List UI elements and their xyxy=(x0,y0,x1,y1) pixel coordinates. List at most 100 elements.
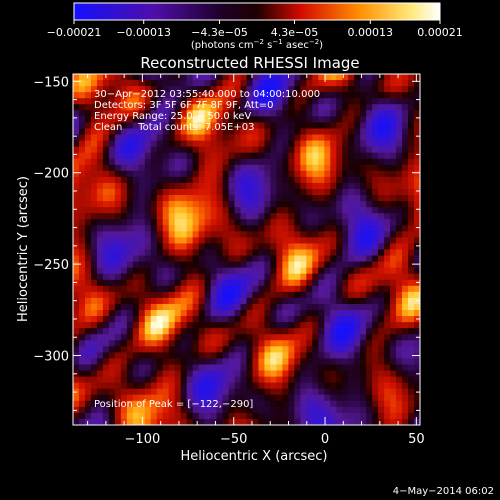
heatmap-cell xyxy=(84,146,92,154)
heatmap-cell xyxy=(114,176,122,184)
heatmap-cell xyxy=(258,412,266,420)
heatmap-cell xyxy=(264,412,272,420)
heatmap-cell xyxy=(264,285,272,293)
heatmap-cell xyxy=(288,158,295,166)
heatmap-cell xyxy=(210,104,218,111)
heatmap-cell xyxy=(282,98,289,105)
heatmap-cell xyxy=(228,116,236,124)
heatmap-cell xyxy=(144,225,152,232)
heatmap-cell xyxy=(258,279,266,287)
heatmap-cell xyxy=(312,376,319,384)
heatmap-cell xyxy=(144,243,152,251)
heatmap-cell xyxy=(294,110,301,117)
heatmap-cell xyxy=(240,152,248,160)
heatmap-cell xyxy=(210,98,218,105)
heatmap-cell xyxy=(396,243,403,251)
heatmap-cell xyxy=(384,225,391,232)
x-tick-label: 0 xyxy=(321,432,329,447)
heatmap-cell xyxy=(132,352,140,360)
heatmap-cell xyxy=(306,303,313,311)
heatmap-cell xyxy=(342,340,349,347)
heatmap-cell xyxy=(348,358,355,366)
heatmap-cell xyxy=(102,285,110,293)
heatmap-cell xyxy=(186,170,194,178)
heatmap-cell xyxy=(378,152,385,160)
heatmap-cell xyxy=(180,334,188,341)
heatmap-cell xyxy=(360,394,367,402)
heatmap-cell xyxy=(174,297,182,305)
heatmap-cell xyxy=(162,219,170,226)
heatmap-cell xyxy=(372,134,379,142)
heatmap-cell xyxy=(138,80,146,87)
heatmap-cell xyxy=(210,128,218,136)
heatmap-cell xyxy=(114,237,122,245)
heatmap-cell xyxy=(132,195,140,202)
heatmap-cell xyxy=(198,201,206,208)
heatmap-cell xyxy=(396,316,403,323)
heatmap-cell xyxy=(246,334,254,341)
heatmap-cell xyxy=(234,322,242,329)
annotation-energy: Energy Range: 25.0 − 50.0 keV xyxy=(94,111,251,122)
heatmap-cell xyxy=(192,164,200,172)
heatmap-cell xyxy=(366,116,373,124)
heatmap-cell xyxy=(378,116,385,124)
heatmap-cell xyxy=(390,146,397,154)
heatmap-cell xyxy=(174,310,182,317)
heatmap-cell xyxy=(288,285,295,293)
heatmap-cell xyxy=(342,176,349,184)
heatmap-cell xyxy=(138,261,146,269)
heatmap-cell xyxy=(174,243,182,251)
heatmap-cell xyxy=(96,219,104,226)
heatmap-cell xyxy=(108,376,116,384)
heatmap-cell xyxy=(270,376,278,384)
heatmap-cell xyxy=(330,400,337,408)
heatmap-cell xyxy=(342,134,349,142)
heatmap-cell xyxy=(252,170,260,178)
heatmap-cell xyxy=(240,255,248,263)
heatmap-cell xyxy=(300,267,307,275)
heatmap-cell xyxy=(108,303,116,311)
heatmap-cell xyxy=(222,104,230,111)
heatmap-cell xyxy=(138,134,146,142)
heatmap-cell xyxy=(234,74,242,81)
heatmap-cell xyxy=(378,207,385,214)
heatmap-cell xyxy=(276,249,283,257)
heatmap-cell xyxy=(168,243,176,251)
heatmap-cell xyxy=(306,116,313,124)
heatmap-cell xyxy=(408,219,415,226)
heatmap-cell xyxy=(408,152,415,160)
heatmap-cell xyxy=(414,297,420,305)
heatmap-cell xyxy=(120,170,128,178)
heatmap-cell xyxy=(276,195,283,202)
heatmap-cell xyxy=(354,237,361,245)
heatmap-cell xyxy=(162,243,170,251)
heatmap-cell xyxy=(150,400,158,408)
heatmap-cell xyxy=(114,213,122,220)
heatmap-cell xyxy=(366,225,373,232)
heatmap-cell xyxy=(192,170,200,178)
heatmap-cell xyxy=(132,412,140,420)
heatmap-cell xyxy=(90,182,98,190)
heatmap-cell xyxy=(258,92,266,99)
heatmap-cell xyxy=(216,340,224,347)
heatmap-cell xyxy=(156,207,164,214)
heatmap-cell xyxy=(384,267,391,275)
heatmap-cell xyxy=(162,110,170,117)
heatmap-cell xyxy=(372,128,379,136)
heatmap-cell xyxy=(234,412,242,420)
heatmap-cell xyxy=(360,322,367,329)
heatmap-cell xyxy=(360,310,367,317)
heatmap-cell xyxy=(354,86,361,93)
heatmap-cell xyxy=(222,346,230,353)
heatmap-cell xyxy=(240,201,248,208)
heatmap-cell xyxy=(270,213,278,220)
heatmap-cell xyxy=(138,291,146,299)
heatmap-cell xyxy=(300,388,307,396)
heatmap-cell xyxy=(288,231,295,238)
heatmap-cell xyxy=(84,400,92,408)
heatmap-cell xyxy=(282,352,289,360)
heatmap-cell xyxy=(414,134,420,142)
heatmap-cell xyxy=(180,237,188,245)
heatmap-cell xyxy=(402,334,409,341)
heatmap-cell xyxy=(360,412,367,420)
